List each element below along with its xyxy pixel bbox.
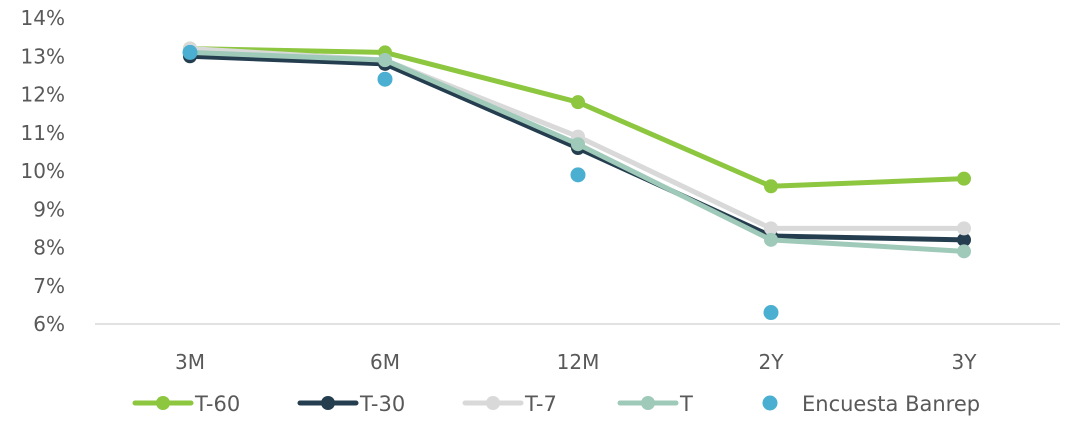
data-point — [764, 221, 778, 236]
legend: T-60 T-30 T-7 T Encuesta Banrep — [132, 392, 980, 416]
x-tick-label: 6M — [370, 350, 400, 374]
data-point — [570, 167, 586, 183]
legend-item: T-60 — [132, 392, 240, 416]
data-point — [571, 137, 585, 152]
series-line — [187, 46, 967, 189]
data-point — [764, 232, 778, 247]
x-tick-label: 3Y — [952, 350, 978, 374]
legend-item: T — [617, 392, 693, 416]
y-tick-label: 13% — [21, 44, 65, 68]
y-tick-label: 7% — [33, 274, 65, 298]
legend-item: T-30 — [297, 392, 405, 416]
x-tick-label: 3M — [175, 350, 205, 374]
y-tick-label: 6% — [33, 312, 65, 336]
legend-label: T-60 — [194, 392, 240, 416]
y-tick-label: 12% — [21, 83, 65, 107]
y-tick-label: 8% — [33, 236, 65, 260]
data-point — [763, 305, 779, 321]
data-point — [764, 179, 778, 194]
data-point — [182, 44, 198, 60]
legend-item: Encuesta Banrep — [762, 392, 980, 416]
legend-label: Encuesta Banrep — [802, 392, 980, 416]
legend-item: T-7 — [462, 392, 557, 416]
y-tick-label: 14% — [21, 6, 65, 30]
legend-swatch-marker — [486, 396, 500, 410]
x-tick-label: 12M — [557, 350, 600, 374]
legend-swatch-marker — [321, 396, 335, 410]
data-point — [377, 71, 393, 87]
legend-swatch-marker — [156, 396, 170, 410]
series-encuesta-banrep — [182, 44, 779, 321]
legend-label: T — [679, 392, 693, 416]
data-point — [957, 232, 971, 247]
data-point — [957, 244, 971, 259]
data-point — [957, 171, 971, 186]
y-tick-label: 10% — [21, 159, 65, 183]
series-layer — [182, 41, 971, 321]
x-tick-label: 2Y — [759, 350, 785, 374]
legend-swatch-marker — [762, 395, 778, 411]
data-point — [378, 53, 392, 68]
data-point — [957, 221, 971, 236]
y-tick-label: 11% — [21, 121, 65, 145]
legend-label: T-30 — [359, 392, 405, 416]
x-axis: 3M 6M 12M 2Y 3Y — [175, 350, 977, 374]
y-tick-label: 9% — [33, 197, 65, 221]
legend-label: T-7 — [524, 392, 557, 416]
data-point — [571, 95, 585, 110]
y-axis: 6% 7% 8% 9% 10% 11% 12% 13% 14% — [21, 6, 65, 336]
legend-swatch-marker — [641, 396, 655, 410]
